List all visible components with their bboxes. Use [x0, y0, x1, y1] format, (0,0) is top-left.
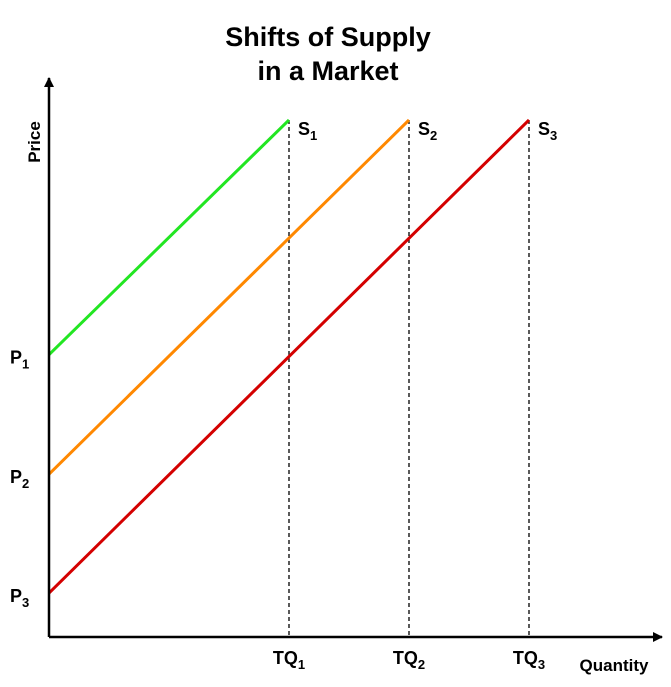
x-axis-label: Quantity: [580, 656, 649, 675]
y-tick-label-p3: P3: [10, 586, 29, 610]
series-label-s3: S3: [538, 119, 557, 143]
supply-curves: [47, 118, 531, 595]
x-tick-label-tq1: TQ1: [273, 648, 305, 672]
supply-curve-s1: [47, 118, 291, 356]
supply-curve-s3: [47, 118, 531, 595]
series-label-s1: S1: [298, 119, 317, 143]
series-labels: S1 S2 S3: [298, 119, 557, 143]
y-axis-label: Price: [25, 121, 44, 163]
guide-lines: [288, 120, 530, 637]
x-tick-label-tq3: TQ3: [513, 648, 545, 672]
x-tick-labels: TQ1 TQ2 TQ3: [273, 648, 545, 672]
y-tick-label-p1: P1: [10, 348, 29, 372]
supply-curve-s2: [47, 118, 411, 476]
series-label-s2: S2: [418, 119, 437, 143]
y-tick-labels: P1 P2 P3: [10, 348, 29, 610]
chart-title-line-2: in a Market: [257, 56, 398, 86]
x-tick-label-tq2: TQ2: [393, 648, 425, 672]
y-tick-label-p2: P2: [10, 467, 29, 491]
chart-title-line-1: Shifts of Supply: [225, 22, 431, 52]
